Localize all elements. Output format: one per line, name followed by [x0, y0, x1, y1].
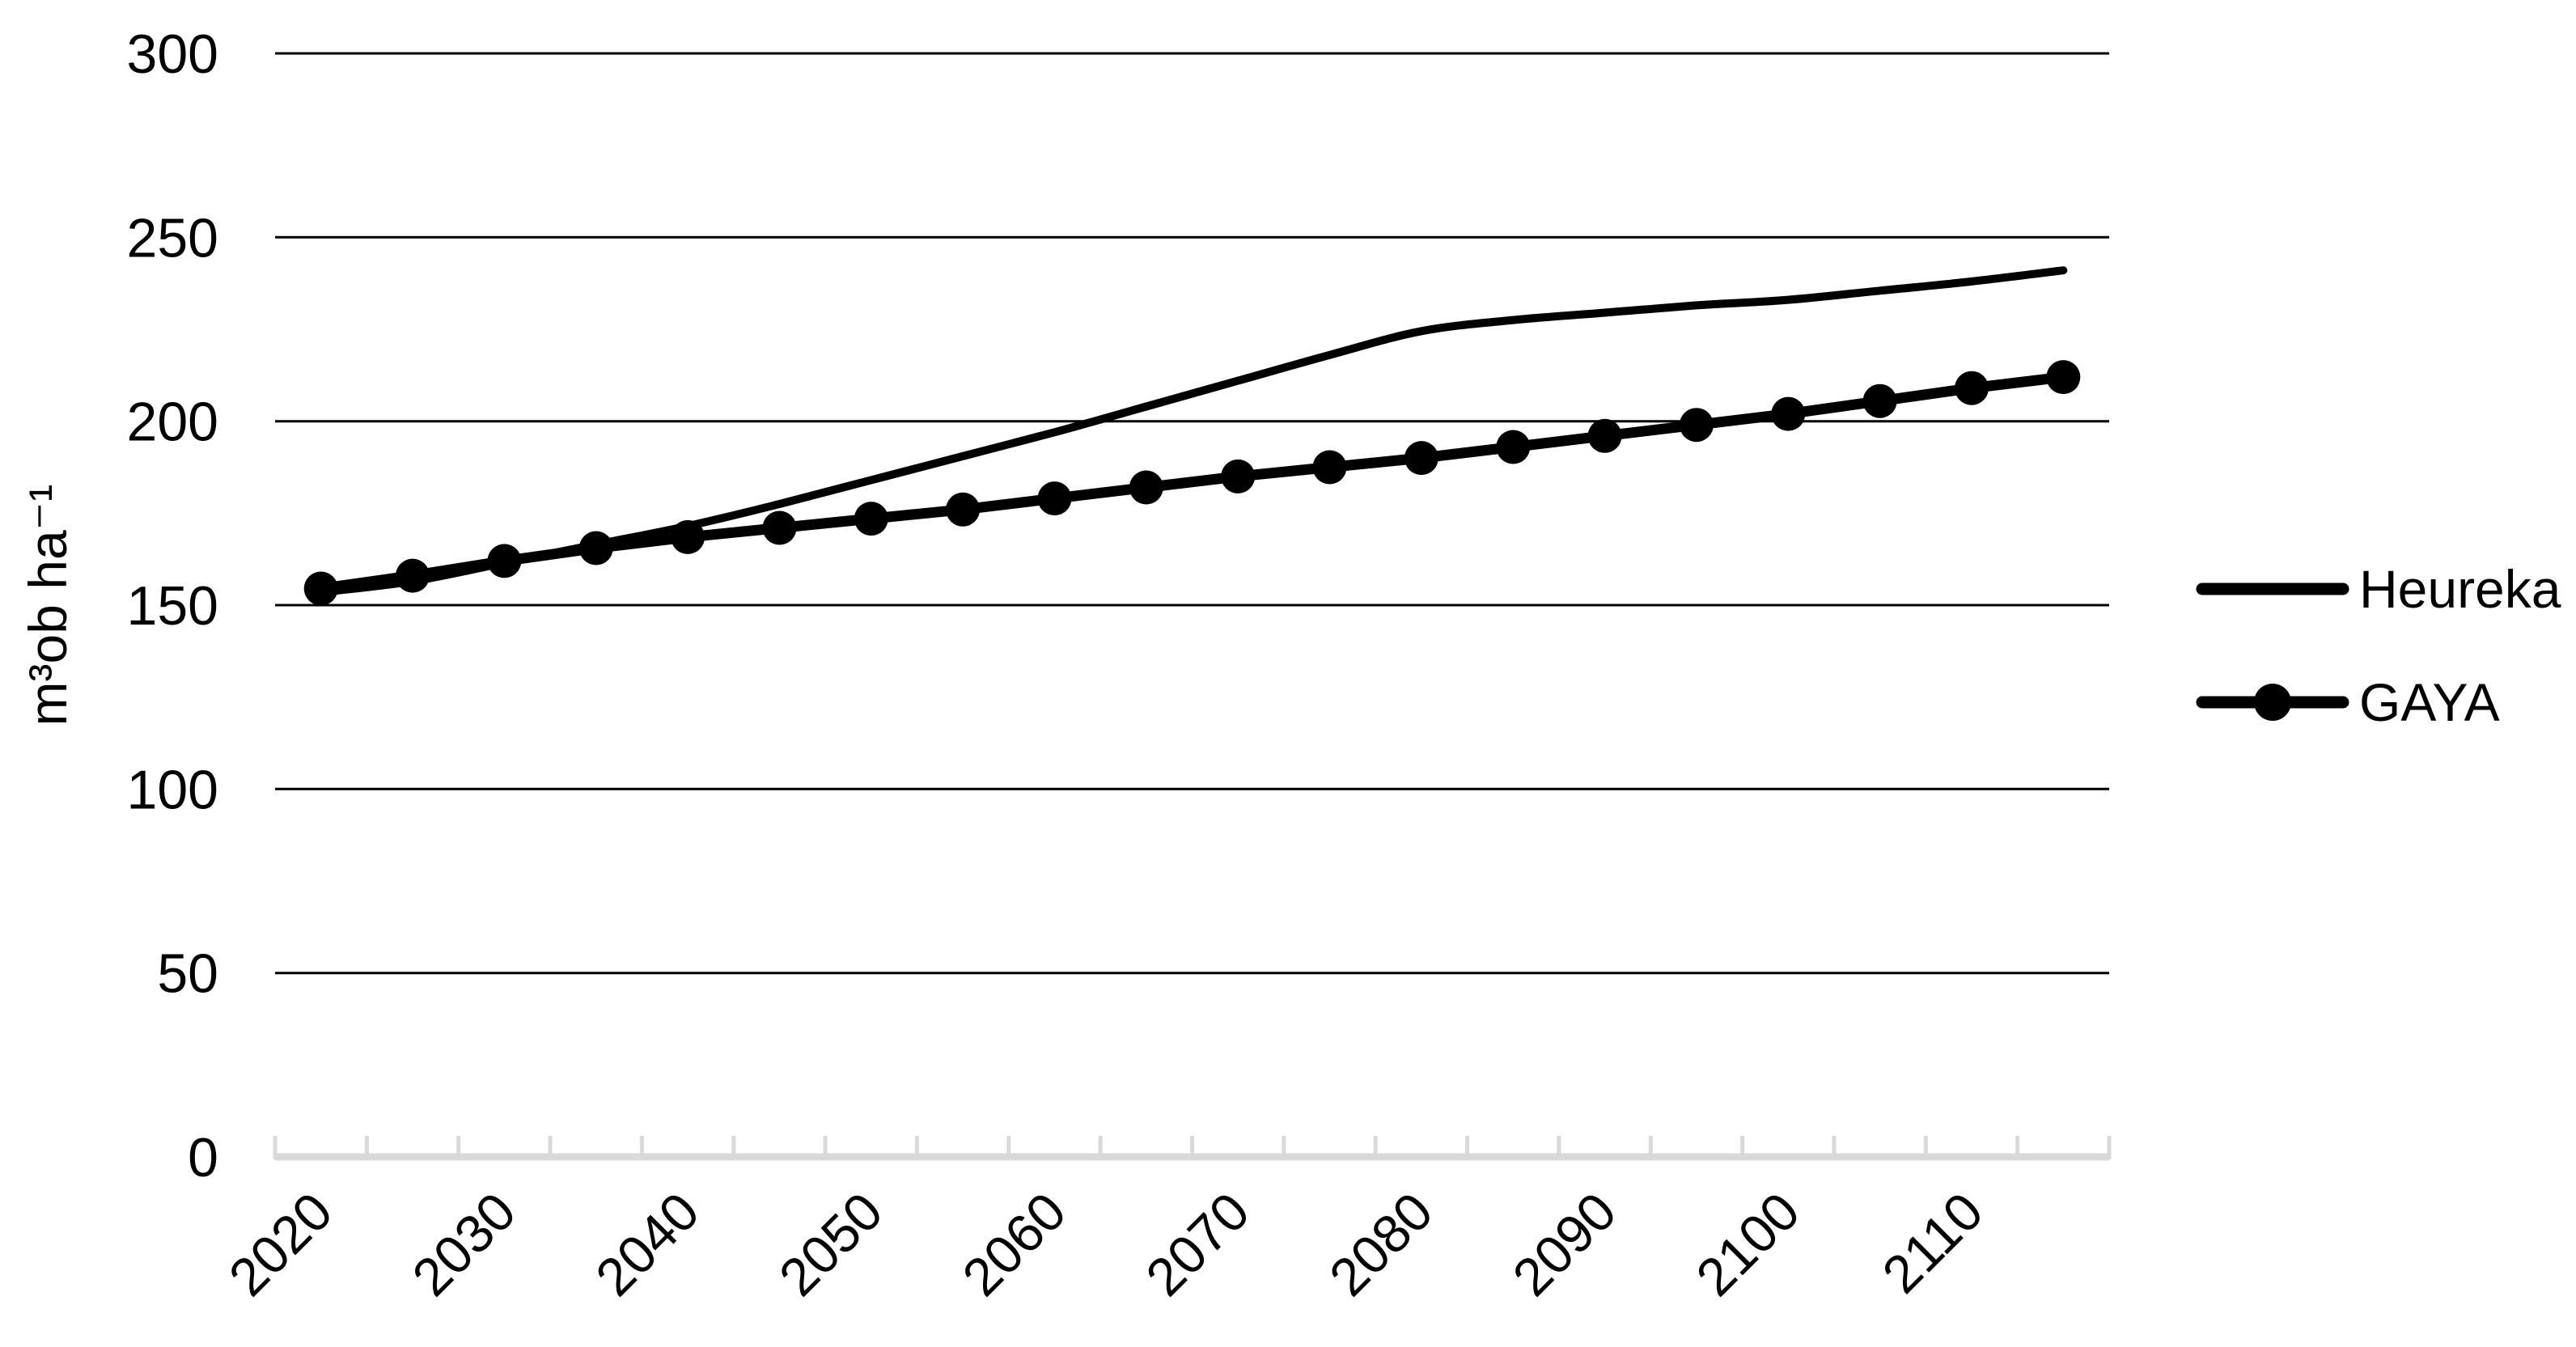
- legend-item-heureka: Heureka: [2196, 559, 2561, 619]
- series-marker-gaya: [1955, 371, 1989, 405]
- x-tick-label: 2070: [1134, 1181, 1260, 1307]
- series-marker-gaya: [1862, 383, 1897, 418]
- y-tick-label: 100: [127, 759, 218, 820]
- series-marker-gaya: [1679, 408, 1714, 443]
- series-marker-gaya: [396, 558, 430, 593]
- x-tick-label: 2020: [217, 1181, 343, 1307]
- y-tick-label: 50: [157, 943, 218, 1005]
- series-marker-gaya: [1496, 430, 1531, 464]
- legend-circle-marker-icon: [2254, 684, 2291, 721]
- x-tick-label: 2030: [400, 1181, 527, 1307]
- series-marker-gaya: [1221, 459, 1256, 493]
- series-marker-gaya: [1129, 470, 1163, 505]
- y-tick-label: 150: [127, 575, 218, 637]
- x-tick-label: 2040: [584, 1181, 710, 1307]
- x-tick-label: 2060: [951, 1181, 1077, 1307]
- series-marker-gaya: [1037, 481, 1072, 516]
- x-tick-label: 2080: [1318, 1181, 1444, 1307]
- series-marker-gaya: [762, 510, 797, 545]
- series-marker-gaya: [1771, 396, 1806, 431]
- y-tick-label: 200: [127, 392, 218, 453]
- x-tick-label: 2090: [1501, 1181, 1627, 1307]
- series-marker-gaya: [854, 502, 888, 536]
- y-tick-label: 250: [127, 207, 218, 269]
- y-axis-title: m³ob ha⁻¹: [18, 485, 78, 726]
- y-tick-label: 0: [188, 1127, 218, 1188]
- legend-label: GAYA: [2359, 672, 2500, 732]
- x-tick-label: 2050: [768, 1181, 894, 1307]
- legend-label: Heureka: [2359, 559, 2561, 619]
- x-tick-label: 2110: [1871, 1181, 1994, 1305]
- series-marker-gaya: [303, 571, 338, 606]
- series-marker-gaya: [487, 544, 522, 578]
- series-marker-gaya: [1312, 450, 1347, 485]
- series-marker-gaya: [671, 519, 705, 554]
- legend: Heureka GAYA: [2196, 559, 2561, 732]
- legend-item-gaya: GAYA: [2196, 672, 2500, 732]
- series-marker-gaya: [1587, 418, 1622, 453]
- x-tick-label: 2100: [1684, 1181, 1811, 1307]
- series-marker-gaya: [578, 531, 613, 565]
- series-marker-gaya: [2046, 360, 2081, 395]
- y-tick-label: 300: [127, 23, 218, 85]
- series-marker-gaya: [946, 492, 981, 527]
- series-marker-gaya: [1404, 441, 1438, 476]
